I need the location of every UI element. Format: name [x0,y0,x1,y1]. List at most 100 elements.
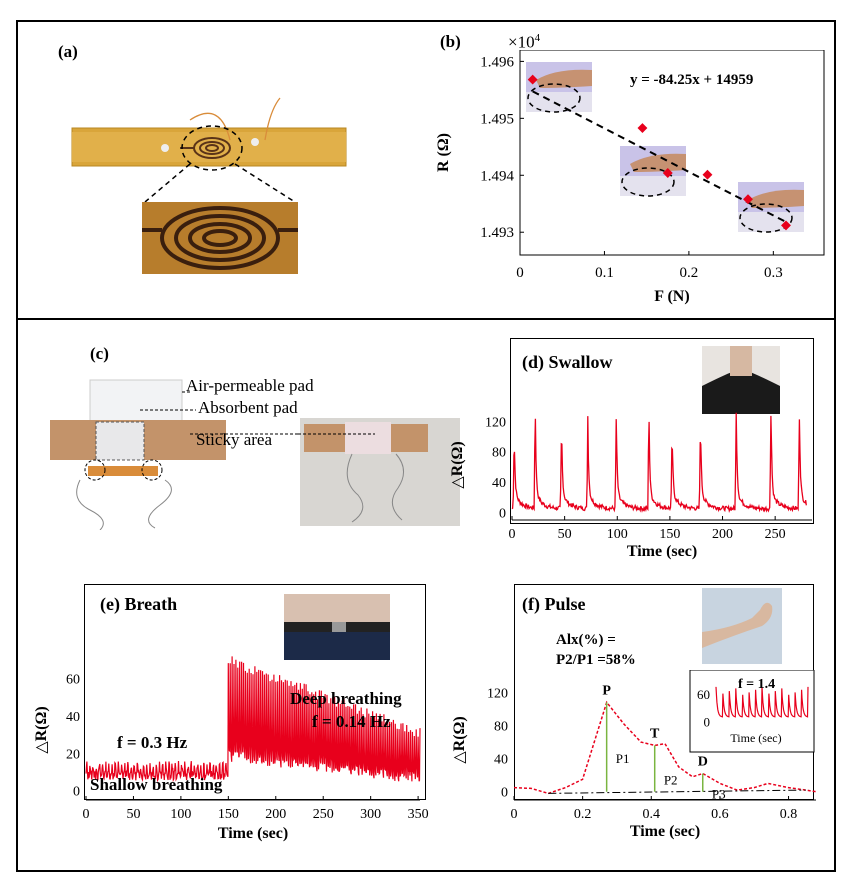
y-tick-label: 40 [494,753,508,768]
x-tick-label: 200 [265,807,286,822]
x-tick-label: 0.8 [780,807,798,822]
peak-label: D [698,755,708,770]
y-axis-label: △R(Ω) [450,441,466,488]
finger-photo-3-part [739,203,793,233]
deep-label: Deep breathing [290,689,402,708]
x-tick-label: 0.2 [574,807,592,822]
exponent-base: ×10 [508,32,535,52]
y-tick-label: 80 [492,446,506,461]
peak-label: T [650,726,660,741]
y-tick-label: 60 [66,673,80,688]
y-tick-label: 0 [499,506,506,521]
inset-frame [689,670,815,753]
x-tick-label: 50 [126,807,140,822]
aix-line1: Alx(%) = [556,632,616,648]
x-tick-label: 0.2 [680,265,699,281]
chart-d: 0 50 100 150 200 250 0 40 80 120 Time (sec) △R(Ω) [450,412,812,560]
plot-area-border [519,50,825,256]
finger-photo-3 [738,182,804,233]
finger-photo-1-part [526,92,592,112]
inset-x-label: Time (sec) [730,731,781,745]
x-tick-label: 250 [313,807,334,822]
finger-photo-1 [526,62,592,113]
interval-label: P1 [616,751,630,766]
interval-label: P2 [664,773,678,788]
finger-photo-1-part [527,83,581,113]
patch-photo-c [50,379,460,530]
waist-photo [284,594,390,660]
deep-freq: f = 0.14 Hz [312,712,391,731]
y-tick-label: 80 [494,720,508,735]
data-point [743,194,753,205]
finger-photo-2-part [620,176,686,196]
inset-freq-label: f = 1.4 [738,677,775,692]
y-tick-label: 20 [66,747,80,762]
panel-e-label: (e) Breath [100,594,178,614]
x-tick-label: 50 [558,527,572,542]
x-tick-label: 0.4 [643,807,661,822]
x-tick-label: 150 [659,527,680,542]
x-tick-label: 0.3 [764,265,783,281]
x-tick-label: 250 [765,527,786,542]
inset-y-tick-label: 0 [704,715,711,730]
panel-d-frame [510,338,814,524]
x-tick-label: 300 [360,807,381,822]
chart-e: 0 50 100 150 200 250 300 350 0 20 40 60 Time (sec) △R… [33,656,429,842]
y-tick-label: 0 [501,786,508,801]
inset-signal-line [715,686,809,718]
data-point [702,169,713,180]
label-absorbent: Absorbent pad [198,398,298,417]
interval-label: P3 [712,787,726,802]
breath-signal-line [85,656,421,783]
y-tick-label: 120 [485,415,506,430]
shallow-freq: f = 0.3 Hz [117,733,188,752]
x-tick-label: 0 [83,807,90,822]
exponent-power: 4 [534,32,541,44]
y-tick-label: 1.496 [480,54,514,70]
x-axis-label: Time (sec) [630,823,700,840]
finger-photo-2-part [621,167,675,197]
x-tick-label: 200 [712,527,733,542]
y-tick-label: 1.493 [480,225,514,241]
data-point [781,220,791,231]
baseline-dashdot [548,789,806,794]
y-tick-label: 0 [73,785,80,800]
x-tick-label: 0 [509,527,516,542]
y-tick-label: 40 [492,476,506,491]
shallow-label: Shallow breathing [90,775,223,794]
x-tick-label: 0.1 [595,265,614,281]
aix-line2: P2/P1 =58% [556,652,636,668]
y-axis-label: △R(Ω) [33,706,50,753]
y-tick-label: 40 [66,710,80,725]
panel-a-label: (a) [58,42,78,61]
panel-d-label: (d) Swallow [522,352,613,372]
wrist-photo [702,588,782,664]
fit-equation: y = -84.25x + 14959 [630,72,753,88]
inset-y-tick-label: 60 [697,687,710,702]
swallow-signal-line [511,412,807,513]
x-tick-label: 0 [511,807,518,822]
panel-c-label: (c) [90,344,109,363]
neck-photo [702,346,780,414]
data-point [637,123,648,133]
chart-f: 0 0.2 0.4 0.6 0.8 0 40 80 120 Time (sec) △R(Ω) P P1 T… [451,670,817,840]
x-tick-label: 100 [607,527,628,542]
panel-f-label: (f) Pulse [522,594,586,614]
x-tick-label: 350 [408,807,429,822]
x-tick-label: 0.6 [711,807,729,822]
bottom-frame [16,318,836,872]
y-tick-label: 1.495 [480,111,514,127]
x-axis-label: Time (sec) [627,543,697,560]
exponent-label: ×104 [508,32,540,53]
y-tick-label: 120 [487,686,508,701]
x-tick-label: 0 [516,265,524,281]
x-axis-label: Time (sec) [218,825,288,842]
y-axis-label: △R(Ω) [451,716,468,763]
x-tick-label: 150 [218,807,239,822]
sensor-photo-a [71,97,347,274]
label-air-permeable: Air-permeable pad [186,376,314,395]
y-tick-label: 1.494 [480,168,514,184]
data-point [662,168,673,178]
y-axis-label: R (Ω) [435,133,452,172]
chart-b: 0 0.1 0.2 0.3 1.493 1.494 1.495 1.496 F (N) R (Ω)… [435,50,825,305]
